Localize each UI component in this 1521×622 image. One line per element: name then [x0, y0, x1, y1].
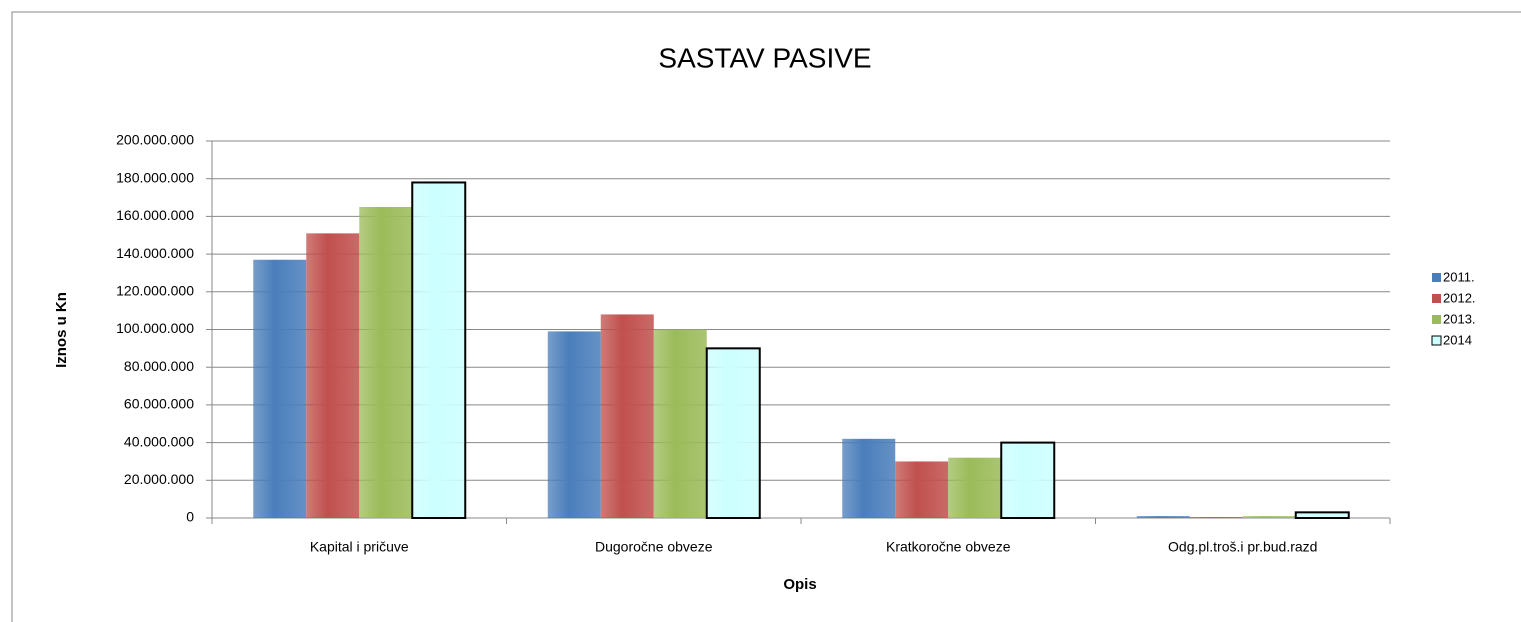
legend-swatch	[1432, 315, 1441, 324]
y-tick-label: 40.000.000	[124, 433, 194, 449]
legend-swatch	[1432, 294, 1441, 303]
legend-swatch	[1431, 335, 1442, 346]
legend-label: 2012.	[1443, 290, 1476, 305]
chart-frame	[11, 11, 1521, 622]
bar	[1000, 441, 1056, 520]
chart-title: SASTAV PASIVE	[658, 42, 871, 73]
bar	[306, 233, 360, 519]
bar	[1136, 516, 1190, 518]
x-tick-label: Kratkoročne obveze	[886, 539, 1011, 555]
x-tick-label: Dugoročne obveze	[595, 539, 713, 555]
bar	[253, 259, 307, 518]
bar	[411, 181, 467, 519]
bar	[1242, 516, 1296, 518]
y-tick-label: 20.000.000	[124, 471, 194, 487]
y-tick-label: 100.000.000	[116, 320, 194, 336]
legend-label: 2011.	[1443, 269, 1475, 284]
legend-label: 2013.	[1443, 311, 1476, 326]
y-axis-title: Iznos u Kn	[53, 292, 70, 368]
y-tick-label: 180.000.000	[116, 169, 194, 185]
x-tick-label: Kapital i pričuve	[310, 539, 409, 555]
bar	[359, 206, 413, 518]
y-tick-label: 120.000.000	[116, 283, 194, 299]
bar	[948, 457, 1002, 518]
bar	[705, 347, 761, 519]
bar	[653, 329, 707, 518]
legend-label: 2014	[1443, 332, 1472, 347]
x-axis-title: Opis	[783, 576, 816, 593]
legend-swatch	[1432, 273, 1441, 282]
bar	[600, 314, 654, 518]
y-tick-label: 80.000.000	[124, 358, 194, 374]
y-tick-label: 200.000.000	[116, 132, 194, 148]
bar	[1294, 511, 1350, 519]
x-tick-label: Odg.pl.troš.i pr.bud.razd	[1168, 539, 1317, 555]
y-tick-label: 140.000.000	[116, 245, 194, 261]
y-tick-label: 60.000.000	[124, 396, 194, 412]
bar	[842, 438, 896, 518]
y-tick-label: 0	[186, 509, 194, 525]
y-tick-label: 160.000.000	[116, 207, 194, 223]
bar	[1189, 517, 1243, 518]
bar	[895, 461, 949, 518]
bar	[547, 331, 601, 518]
